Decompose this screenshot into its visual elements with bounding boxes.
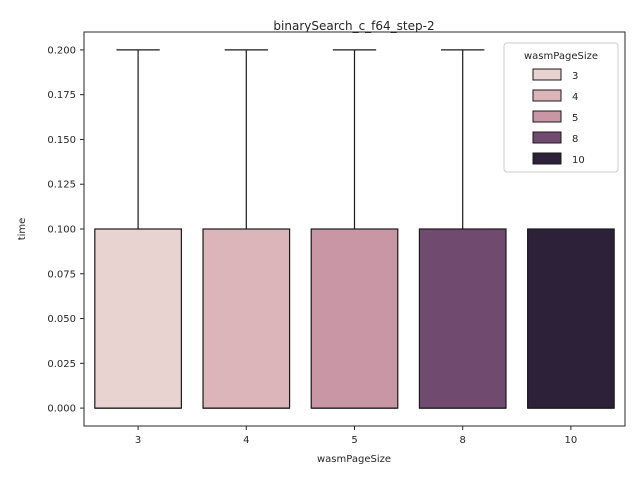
y-axis-label: time <box>17 218 28 241</box>
legend-label-5: 5 <box>572 113 578 124</box>
box-8 <box>418 49 507 409</box>
legend-swatch-5 <box>532 110 562 123</box>
x-tick-label: 8 <box>460 435 466 446</box>
box-3 <box>94 49 182 409</box>
x-axis-label: wasmPageSize <box>317 454 391 465</box>
box-10 <box>527 228 615 409</box>
legend-title: wasmPageSize <box>524 51 598 62</box>
plot-area <box>94 49 615 409</box>
box-4 <box>202 49 291 409</box>
legend-label-4: 4 <box>572 92 578 103</box>
box-body <box>527 228 615 409</box>
box-body <box>94 228 182 409</box>
y-tick-label: 0.200 <box>47 45 76 56</box>
y-tick-label: 0.000 <box>47 404 76 415</box>
y-tick-label: 0.050 <box>47 314 76 325</box>
y-tick-label: 0.150 <box>47 135 76 146</box>
y-tick-label: 0.075 <box>47 269 76 280</box>
box-5 <box>310 49 399 409</box>
axes: 0.000 0.025 0.050 0.075 0.100 0.125 0.150 0.175… <box>47 31 626 446</box>
y-tick-label: 0.125 <box>47 180 76 191</box>
x-tick-label: 10 <box>565 435 578 446</box>
box-body <box>418 228 507 409</box>
box-body <box>202 228 291 409</box>
box-body <box>310 228 399 409</box>
x-tick-label: 5 <box>351 435 357 446</box>
legend-swatch-3 <box>532 68 562 81</box>
legend-label-10: 10 <box>572 155 585 166</box>
y-tick-label: 0.100 <box>47 225 76 236</box>
legend-swatch-10 <box>532 152 562 165</box>
chart-title: binarySearch_c_f64_step-2 <box>273 19 434 33</box>
legend-label-8: 8 <box>572 134 578 145</box>
legend-label-3: 3 <box>572 71 578 82</box>
legend: wasmPageSize 3 4 5 8 10 <box>503 42 619 173</box>
x-tick-label: 4 <box>243 435 249 446</box>
x-tick-label: 3 <box>135 435 141 446</box>
y-tick-label: 0.025 <box>47 359 76 370</box>
legend-swatch-4 <box>532 89 562 102</box>
legend-swatch-8 <box>532 131 562 144</box>
y-tick-label: 0.175 <box>47 90 76 101</box>
